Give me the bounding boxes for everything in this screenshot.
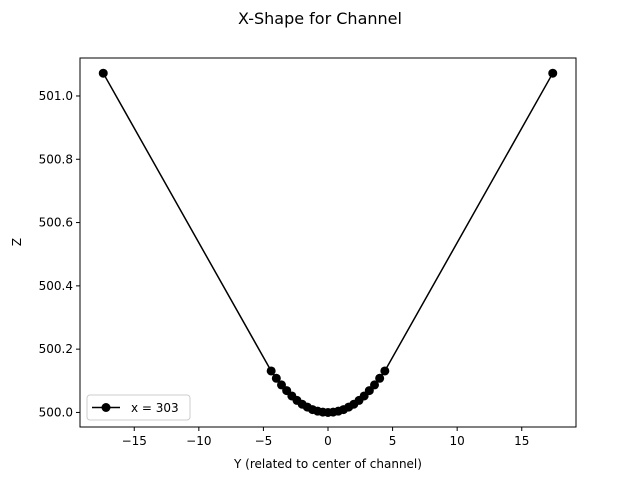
plot-frame (79, 57, 577, 428)
x-axis-label: Y (related to center of channel) (233, 457, 422, 471)
x-tick-label: 0 (324, 434, 332, 448)
data-point (98, 68, 108, 78)
x-tick-label: −10 (186, 434, 211, 448)
x-tick-label: 5 (389, 434, 397, 448)
data-point (266, 366, 276, 376)
data-point (375, 373, 385, 383)
y-tick-label: 500.8 (39, 152, 73, 166)
data-point (548, 68, 558, 78)
y-axis-ticks: 500.0 500.2 500.4 500.6 500.8 501.0 (39, 89, 80, 419)
y-axis-label: Z (10, 238, 24, 246)
data-point (277, 380, 286, 390)
x-tick-label: −15 (122, 434, 147, 448)
data-point (271, 373, 281, 383)
x-tick-label: 15 (514, 434, 529, 448)
y-tick-label: 501.0 (39, 89, 73, 103)
y-tick-label: 500.6 (39, 216, 73, 230)
x-tick-label: −5 (255, 434, 273, 448)
legend-frame (86, 394, 191, 421)
data-point (370, 380, 379, 390)
plot-area (80, 58, 576, 427)
y-tick-label: 500.2 (39, 342, 73, 356)
chart-title: X-Shape for Channel (238, 9, 402, 28)
data-point (364, 386, 374, 396)
legend-entry-label: x = 303 (131, 401, 179, 415)
legend-marker-swatch (101, 403, 111, 412)
y-tick-label: 500.0 (39, 405, 73, 419)
x-tick-label: 10 (450, 434, 465, 448)
data-layer (98, 68, 558, 417)
legend: x = 303 (86, 394, 191, 421)
data-point (380, 366, 390, 376)
y-tick-label: 500.4 (39, 279, 73, 293)
x-axis-ticks: −15 −10 −5 0 5 10 15 (122, 427, 529, 448)
